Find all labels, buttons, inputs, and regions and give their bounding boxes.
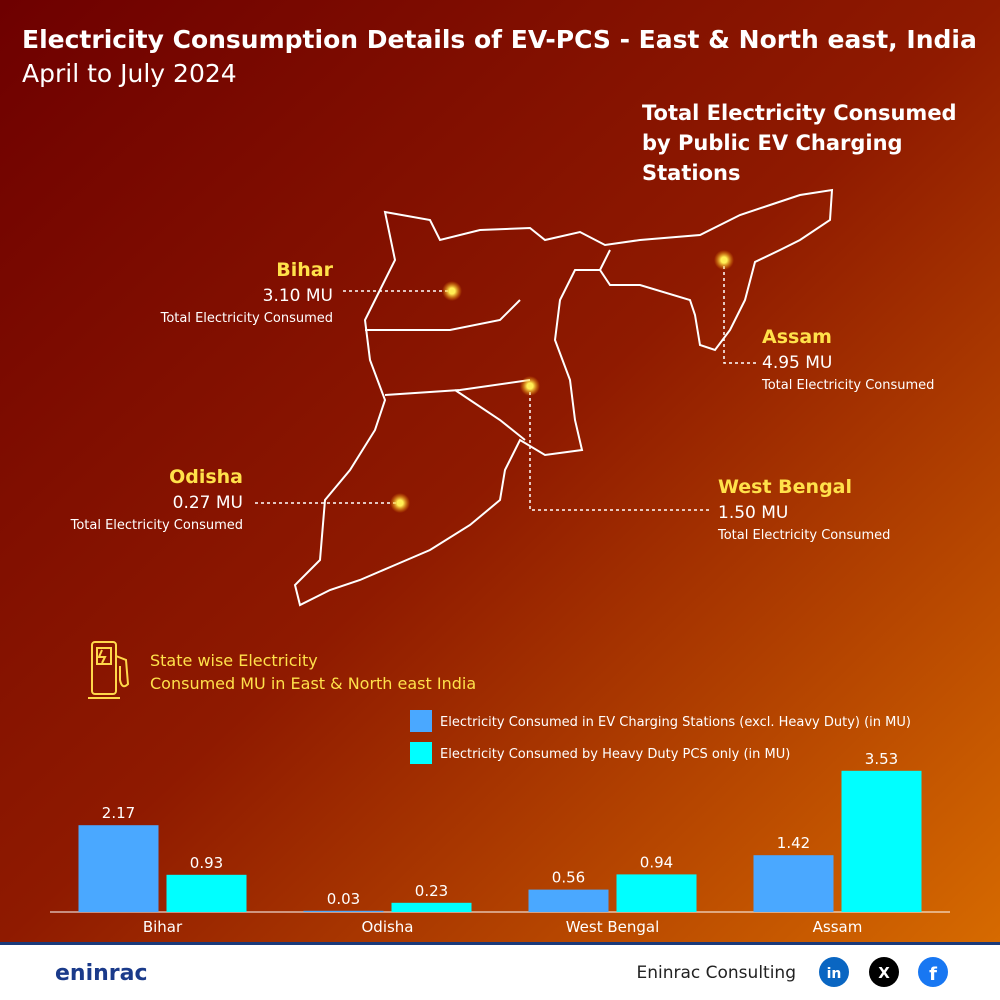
data-label: 3.53 [865,750,898,768]
state-caption: Total Electricity Consumed [717,528,890,543]
state-value: 1.50 MU [718,503,788,523]
data-label: 0.93 [190,854,223,872]
data-label: 0.03 [327,890,360,908]
state-value: 4.95 MU [762,353,832,373]
facebook[interactable] [918,957,948,987]
x-tick-label: Assam [813,918,863,936]
x-tick-label: Odisha [361,918,413,936]
state-caption: Total Electricity Consumed [160,311,333,326]
linkedin[interactable] [819,957,849,987]
data-label: 0.56 [552,869,585,887]
bar [166,874,247,912]
data-label: 0.94 [640,853,673,871]
bar [528,889,609,912]
svg-text:X: X [878,964,890,982]
data-label: 2.17 [102,804,135,822]
company-name: Eninrac Consulting [636,963,796,983]
state-name: Bihar [276,259,333,281]
bar [303,910,384,912]
bar [391,902,472,912]
bar [841,770,922,912]
data-label: 1.42 [777,834,810,852]
data-label: 0.23 [415,882,448,900]
state-caption: Total Electricity Consumed [70,518,243,533]
chart-title: Consumed MU in East & North east India [150,674,476,693]
legend-label: Electricity Consumed by Heavy Duty PCS o… [440,747,790,762]
bar [616,874,697,912]
bar [753,855,834,912]
fuel-icon [88,641,130,699]
bar [78,825,159,912]
map-outline [293,188,834,607]
footer-line [0,942,1000,945]
footer-band [0,942,1000,1000]
logo: eninrac [55,961,148,986]
annotations: Bihar 3.10 MU Total Electricity Consumed As… [70,259,935,543]
x-icon[interactable] [869,957,899,987]
state-value: 3.10 MU [263,286,333,306]
svg-text:f: f [929,964,937,985]
legend-swatch [410,742,432,764]
svg-text:in: in [827,966,842,982]
background [0,0,1000,942]
legend-label: Electricity Consumed in EV Charging Stat… [440,715,911,730]
state-caption: Total Electricity Consumed [761,378,934,393]
state-name: West Bengal [718,476,852,498]
title: Electricity Consumption Details of EV-PC… [22,25,977,54]
map-heading: Total Electricity Consumed by Public EV C… [642,101,957,185]
state-value: 0.27 MU [173,493,243,513]
chart-title: State wise Electricity [150,651,318,670]
state-name: Odisha [169,466,243,488]
social-icons: in X f [819,957,948,987]
x-tick-label: Bihar [143,918,183,936]
state-name: Assam [762,326,832,348]
legend-swatch [410,710,432,732]
bar-chart: Electricity Consumed in EV Charging Stat… [78,710,922,936]
x-tick-label: West Bengal [566,918,660,936]
map-dots [390,250,734,513]
subtitle: April to July 2024 [22,59,237,88]
leader-lines [255,260,758,511]
